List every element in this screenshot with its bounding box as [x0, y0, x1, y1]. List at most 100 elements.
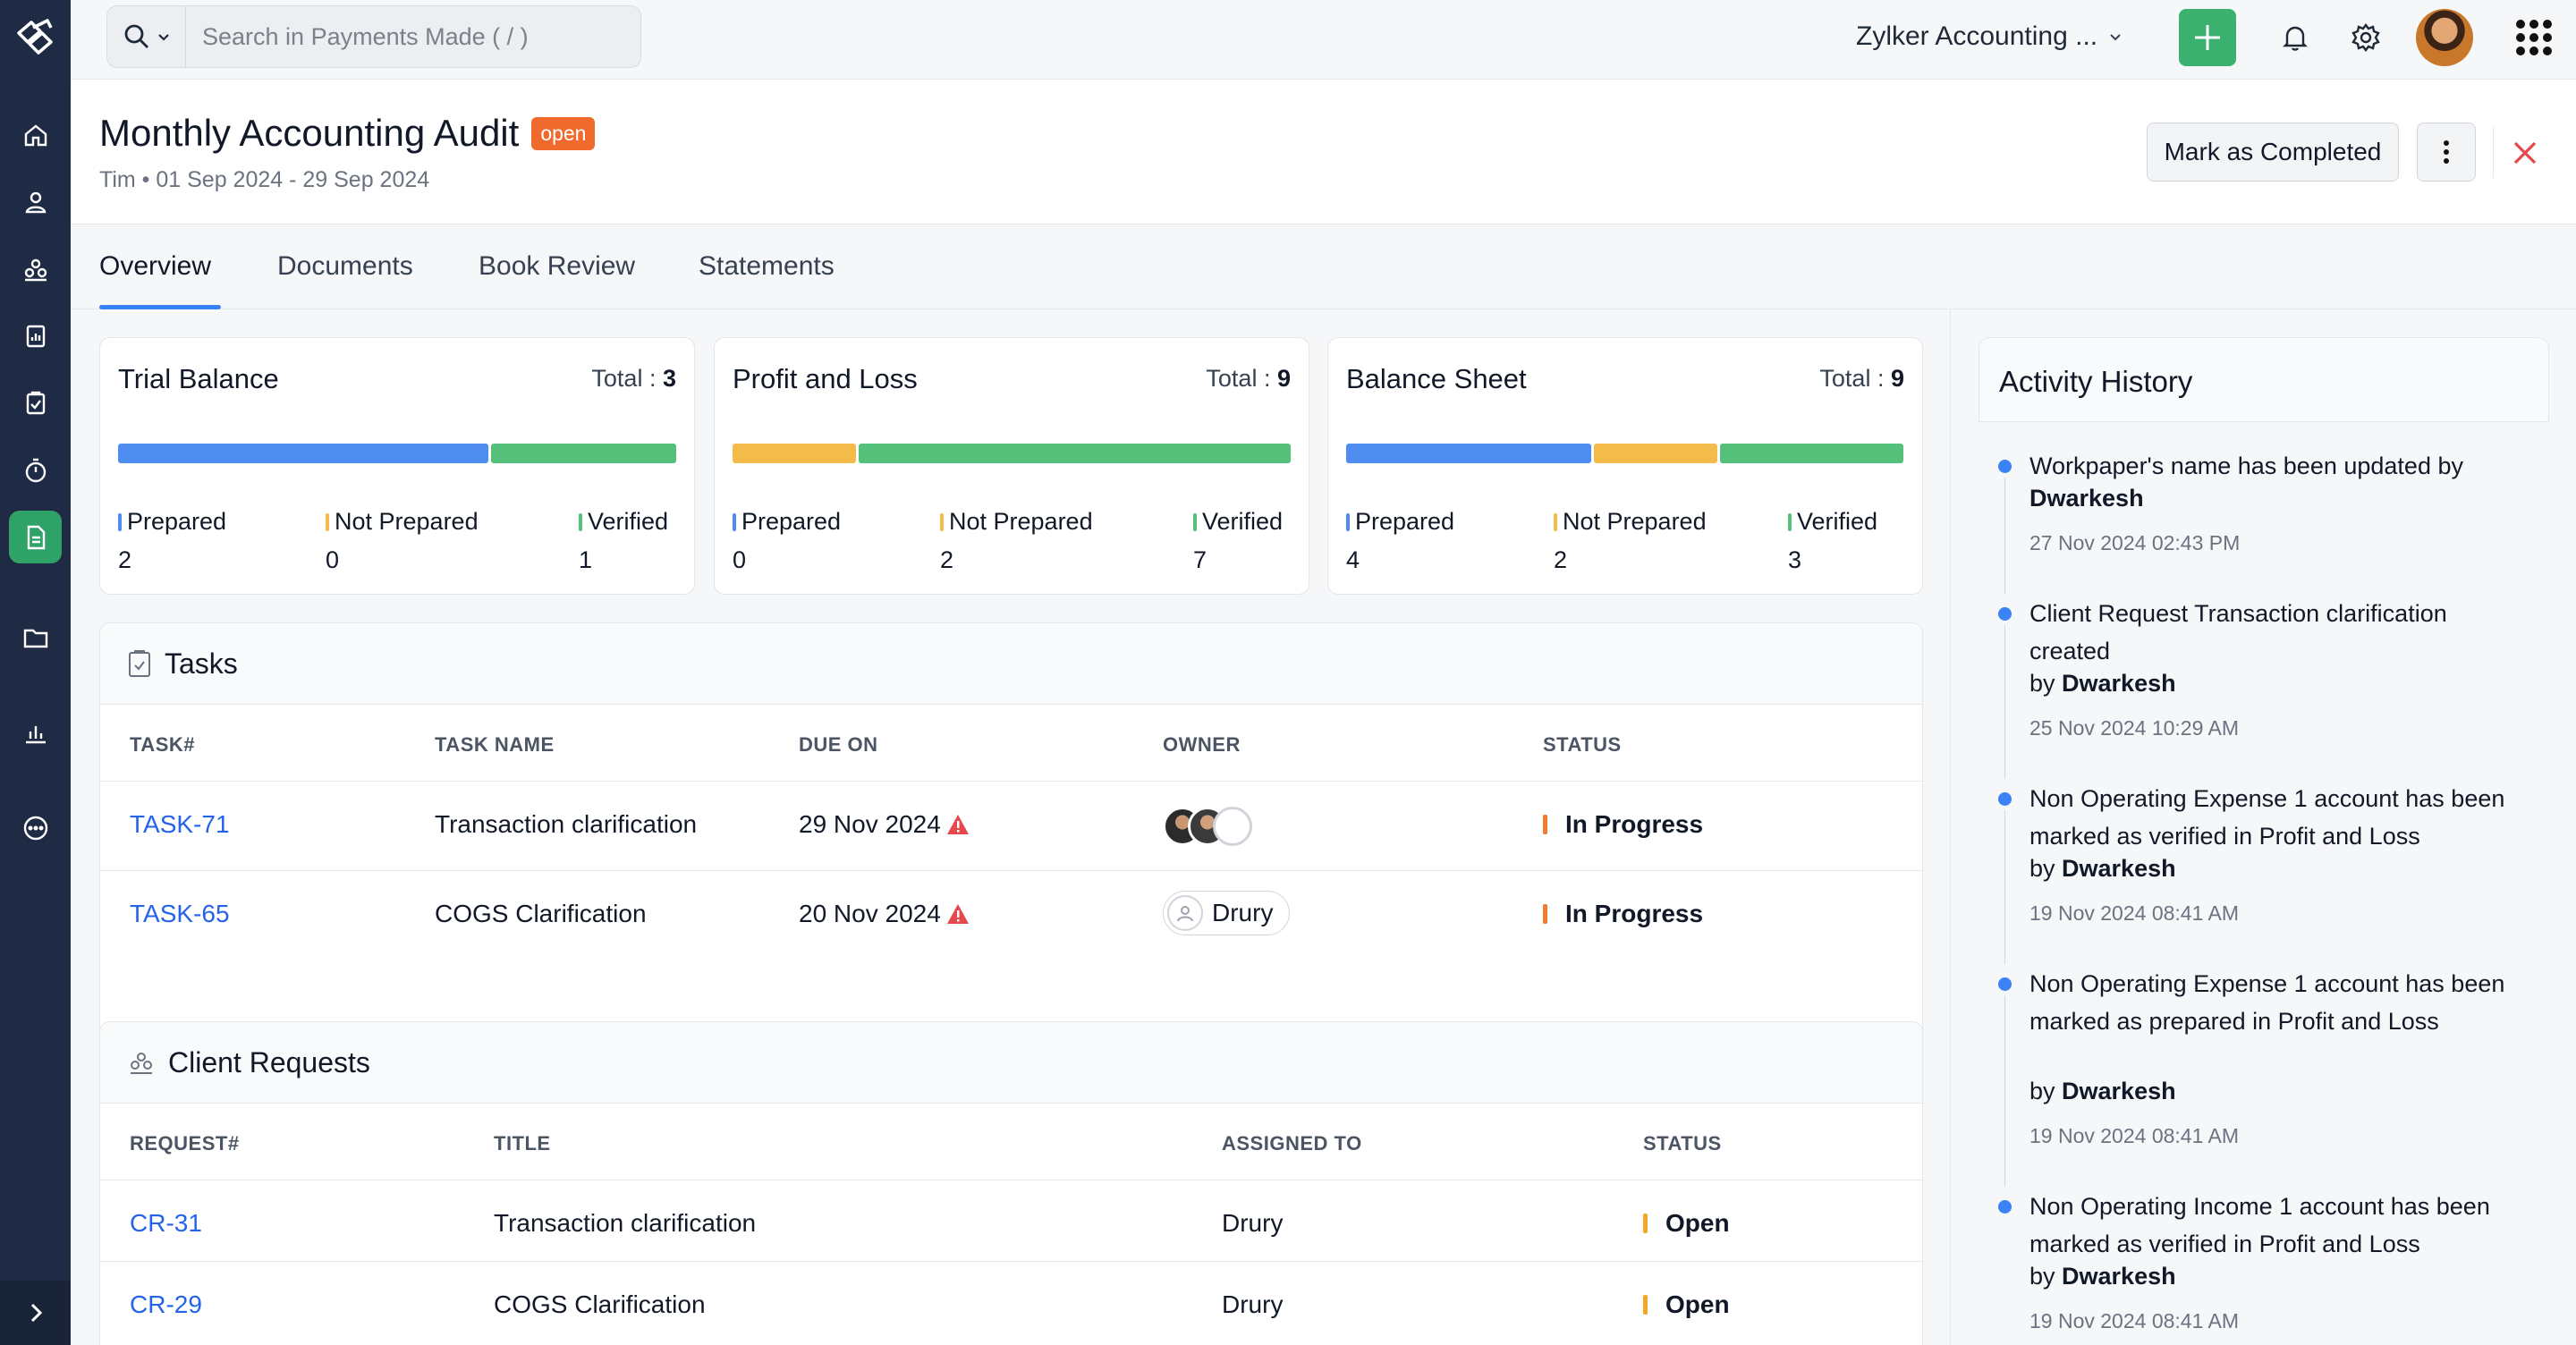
bell-icon — [2283, 26, 2308, 51]
activity-pane: Activity History Workpaper's name has be… — [1950, 309, 2576, 1345]
card-title: Trial Balance — [118, 363, 279, 394]
activity-by: by Dwarkesh — [2029, 670, 2176, 697]
progress-segment — [1594, 444, 1717, 463]
column-header[interactable]: TITLE — [494, 1132, 551, 1155]
activity-time: 19 Nov 2024 08:41 AM — [2029, 1124, 2239, 1147]
sidebar-item-more[interactable] — [9, 801, 62, 854]
activity-time: 19 Nov 2024 08:41 AM — [2029, 1309, 2239, 1332]
tasks-table-header: TASK# TASK NAME DUE ON OWNER STATUS — [100, 705, 1922, 782]
column-header[interactable]: REQUEST# — [130, 1132, 240, 1155]
client-requests-table-header: REQUEST# TITLE ASSIGNED TO STATUS — [100, 1104, 1922, 1180]
page-title-text: Monthly Accounting Audit — [99, 112, 520, 154]
sidebar-item-reports[interactable] — [9, 309, 62, 362]
request-title: COGS Clarification — [494, 1290, 706, 1318]
column-header[interactable]: TASK NAME — [435, 733, 555, 756]
vertical-ellipsis-icon — [2444, 140, 2449, 164]
search-filter-button[interactable] — [107, 6, 186, 67]
org-switcher[interactable]: Zylker Accounting ... — [1856, 21, 2123, 52]
app-launcher-icon[interactable] — [2516, 20, 2552, 55]
task-id-link[interactable]: TASK-65 — [130, 900, 230, 927]
progress-segment — [491, 444, 676, 463]
table-row[interactable]: CR-31 Transaction clarification Drury Op… — [100, 1180, 1922, 1262]
org-name: Zylker Accounting ... — [1856, 21, 2098, 51]
activity-title: Activity History — [1999, 365, 2193, 398]
activity-by: by Dwarkesh — [2029, 855, 2176, 882]
task-due-date: 29 Nov 2024 — [799, 810, 970, 839]
task-status: In Progress — [1543, 810, 1703, 839]
card-title: Balance Sheet — [1346, 363, 1527, 394]
trial-balance-card[interactable]: Trial Balance Total : 3 Prepared 2 Not Pr… — [99, 337, 695, 595]
request-status: Open — [1643, 1290, 1730, 1319]
gear-icon — [2351, 23, 2380, 52]
client-requests-header: Client Requests — [100, 1022, 1922, 1104]
column-header[interactable]: STATUS — [1543, 733, 1622, 756]
column-header[interactable]: ASSIGNED TO — [1222, 1132, 1362, 1155]
table-row[interactable]: CR-29 COGS Clarification Drury Open — [100, 1262, 1922, 1343]
tab-statements[interactable]: Statements — [699, 251, 835, 281]
notifications-button[interactable] — [2275, 18, 2315, 57]
activity-text: Client Request Transaction clarification… — [2029, 600, 2447, 664]
tab-book-review[interactable]: Book Review — [479, 251, 636, 281]
timeline-line — [2004, 478, 2005, 594]
home-icon — [24, 123, 47, 146]
activity-time: 19 Nov 2024 08:41 AM — [2029, 901, 2239, 925]
task-owner[interactable]: Drury — [1163, 891, 1291, 935]
sidebar-item-contacts[interactable] — [9, 175, 62, 228]
tasks-header: Tasks — [100, 623, 1922, 705]
table-row[interactable]: TASK-71 Transaction clarification 29 Nov… — [100, 782, 1922, 871]
sidebar-item-folders[interactable] — [9, 611, 62, 664]
balance-sheet-card[interactable]: Balance Sheet Total : 9 Prepared 4 Not Pr… — [1327, 337, 1923, 595]
client-requests-icon — [24, 258, 47, 281]
stat-not-prepared: Not Prepared 2 — [1554, 508, 1707, 573]
tab-overview[interactable]: Overview — [99, 251, 212, 281]
close-button[interactable] — [2507, 135, 2543, 171]
app-logo-icon[interactable] — [13, 14, 57, 59]
search-input[interactable]: Search in Payments Made ( / ) — [202, 22, 529, 50]
sidebar-expand-button[interactable] — [0, 1281, 71, 1345]
activity-time: 27 Nov 2024 02:43 PM — [2029, 531, 2241, 554]
stat-verified: Verified 3 — [1788, 508, 1878, 573]
profit-and-loss-card[interactable]: Profit and Loss Total : 9 Prepared 0 Not … — [714, 337, 1309, 595]
request-id-link[interactable]: CR-29 — [130, 1290, 202, 1318]
column-header[interactable]: DUE ON — [799, 733, 878, 756]
owner-chip[interactable]: Drury — [1163, 891, 1291, 935]
tab-documents[interactable]: Documents — [277, 251, 413, 281]
table-row[interactable]: TASK-65 COGS Clarification 20 Nov 2024 D… — [100, 871, 1922, 960]
timeline-dot — [1998, 607, 2012, 621]
activity-text: Non Operating Expense 1 account has been… — [2029, 970, 2505, 1035]
column-header[interactable]: STATUS — [1643, 1132, 1722, 1155]
task-id-link[interactable]: TASK-71 — [130, 810, 230, 838]
progress-segment — [733, 444, 856, 463]
progress-segment — [1346, 444, 1592, 463]
tab-bar: Overview Documents Book Review Statement… — [71, 224, 2576, 309]
user-avatar[interactable] — [2416, 9, 2473, 66]
mark-as-completed-button[interactable]: Mark as Completed — [2147, 123, 2399, 182]
sidebar-item-timer[interactable] — [9, 444, 62, 496]
timer-icon — [25, 458, 46, 482]
timeline-line — [2004, 810, 2005, 964]
sidebar-item-tasks[interactable] — [9, 376, 62, 429]
stat-not-prepared: Not Prepared 2 — [940, 508, 1093, 573]
column-header[interactable]: OWNER — [1163, 733, 1241, 756]
request-id-link[interactable]: CR-31 — [130, 1209, 202, 1237]
chevron-right-icon — [30, 1303, 42, 1323]
folder-icon — [23, 629, 47, 647]
quick-create-button[interactable] — [2179, 9, 2236, 66]
column-header[interactable]: TASK# — [130, 733, 195, 756]
sidebar-item-analytics[interactable] — [9, 706, 62, 758]
search-box[interactable]: Search in Payments Made ( / ) — [106, 5, 641, 68]
page-subtitle: Tim • 01 Sep 2024 - 29 Sep 2024 — [99, 167, 430, 192]
close-icon — [2513, 141, 2537, 165]
card-total: Total : 3 — [591, 365, 676, 392]
stat-verified: Verified 1 — [579, 508, 669, 573]
timeline-line — [2004, 625, 2005, 779]
task-owners[interactable] — [1163, 807, 1252, 846]
timeline-dot — [1998, 977, 2012, 991]
plus-icon — [2195, 25, 2220, 50]
sidebar-item-client-requests[interactable] — [9, 242, 62, 295]
progress-bar — [1346, 444, 1904, 463]
sidebar-item-workpapers[interactable] — [9, 511, 62, 563]
sidebar-item-home[interactable] — [9, 108, 62, 161]
settings-button[interactable] — [2346, 18, 2385, 57]
more-actions-button[interactable] — [2417, 123, 2476, 182]
